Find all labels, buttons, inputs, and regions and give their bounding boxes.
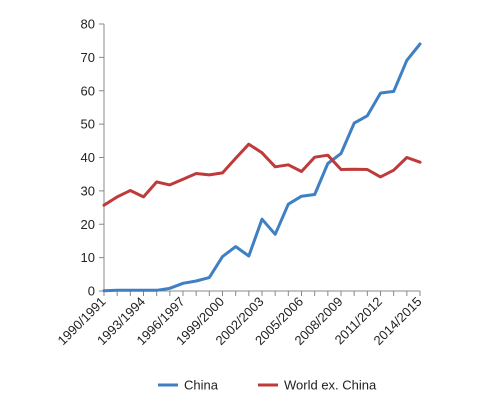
y-tick-label: 40 xyxy=(81,150,95,165)
y-tick-label: 10 xyxy=(81,250,95,265)
y-tick-label: 60 xyxy=(81,83,95,98)
legend: China World ex. China xyxy=(158,378,377,393)
series-line-china xyxy=(102,42,422,293)
x-axis-ticks: 1990/19911993/19941996/19971999/20002002… xyxy=(54,291,425,348)
y-tick-label: 50 xyxy=(81,117,95,132)
y-tick-label: 70 xyxy=(81,50,95,65)
series-layer xyxy=(102,42,422,293)
legend-label-china: China xyxy=(184,378,219,393)
y-tick-label: 0 xyxy=(88,284,95,299)
y-axis-ticks: 0 10 20 30 40 50 60 70 80 xyxy=(81,17,104,299)
y-tick-label: 80 xyxy=(81,17,95,32)
y-tick-label: 20 xyxy=(81,217,95,232)
legend-label-world-ex-china: World ex. China xyxy=(284,378,377,393)
y-tick-label: 30 xyxy=(81,183,95,198)
series-line-world-ex-china xyxy=(102,142,422,207)
